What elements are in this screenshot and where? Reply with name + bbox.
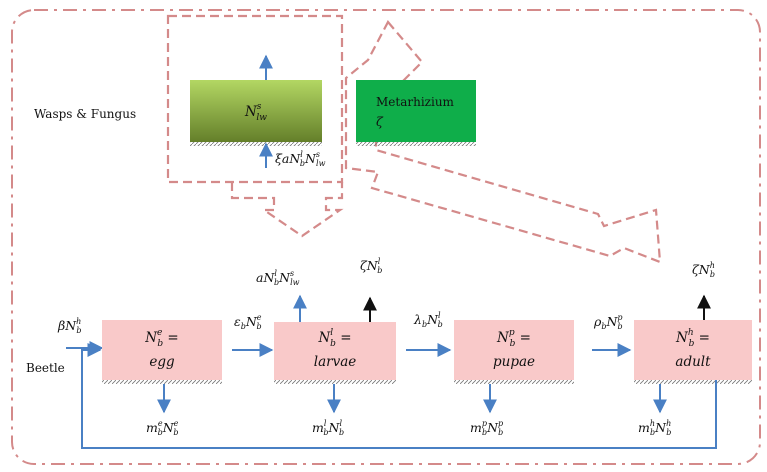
larvae-label: Nl b = <box>317 328 351 349</box>
pupae-to-adult-rate: ρbNp b <box>593 313 623 331</box>
egg-ground <box>102 380 222 384</box>
pupae-label: Np b = <box>496 328 531 349</box>
beetle-label: Beetle <box>26 361 65 375</box>
pupae-compartment <box>454 320 574 380</box>
adult-name: adult <box>675 354 711 370</box>
egg-death-rate: me bNe b <box>146 419 179 437</box>
group-label: Wasps & Fungus <box>34 107 136 121</box>
wasp-recruit-rate: ξaNl bNs lw <box>275 150 326 168</box>
pupae-name: pupae <box>493 354 535 370</box>
egg-to-larvae-rate: εbNe b <box>234 313 262 331</box>
metarhizium-label: Metarhizium <box>376 95 455 109</box>
adult-death-rate: mh bNh b <box>638 419 671 437</box>
larvae-ground <box>274 380 396 384</box>
egg-name: egg <box>149 354 175 370</box>
reproduction-feedback-arrow <box>81 343 717 449</box>
egg-compartment <box>102 320 222 380</box>
metarhizium-ground <box>356 142 476 146</box>
larvae-death-rate: ml bNl b <box>312 419 344 437</box>
outer-frame <box>11 9 761 465</box>
larvae-name: larvae <box>314 354 356 370</box>
wasp-compartment-label: Ns lw <box>244 102 267 123</box>
effect-arrow-adult <box>344 20 662 264</box>
adult-label: Nh b = <box>675 328 710 349</box>
larvae-parasitism-rate: aNl bNs lw <box>256 269 300 287</box>
adult-compartment <box>634 320 752 380</box>
birth-rate: βNh b <box>57 317 81 335</box>
adult-ground <box>634 380 752 384</box>
effect-arrow-larvae <box>230 182 344 238</box>
larvae-fungus-rate: ζNl b <box>360 257 382 275</box>
wasp-ground <box>190 142 322 146</box>
pupae-ground <box>454 380 574 384</box>
metarhizium-symbol: ζ <box>376 114 384 129</box>
metarhizium-compartment <box>356 80 476 142</box>
pupae-death-rate: mp bNp b <box>470 419 503 437</box>
wasp-compartment <box>190 80 322 142</box>
egg-label: Ne b = <box>144 328 179 349</box>
larvae-compartment <box>274 322 396 380</box>
larvae-to-pupae-rate: λbNl b <box>413 311 443 329</box>
wasp-fungus-container <box>166 14 344 184</box>
adult-fungus-rate: ζNh b <box>692 261 715 279</box>
